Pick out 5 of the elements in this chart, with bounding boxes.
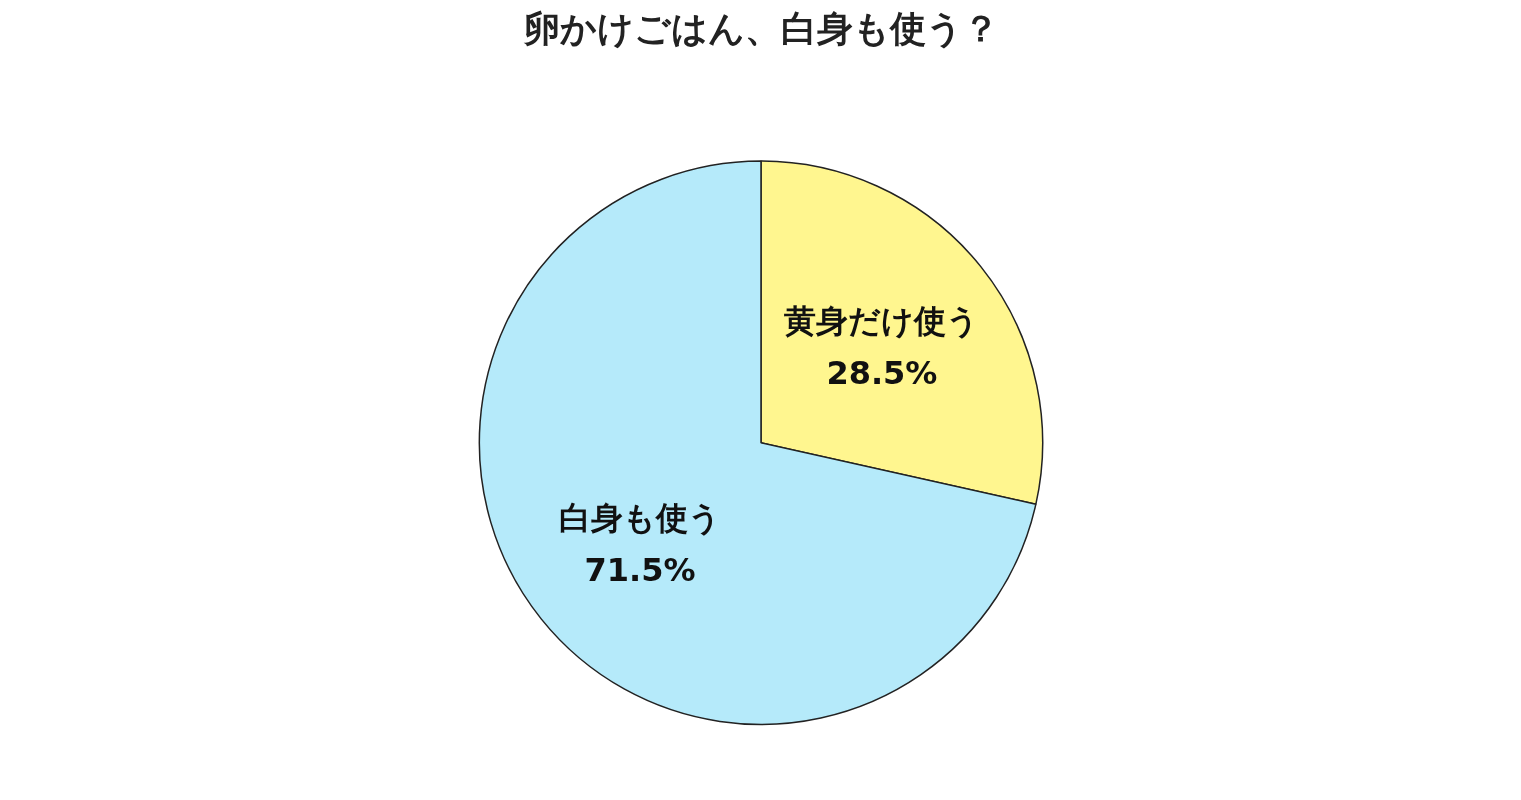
slice-label: 白身も使う: [559, 499, 722, 538]
data-label: 71.5%: [584, 550, 696, 589]
data-label: 28.5%: [826, 353, 938, 392]
chart-title: 卵かけごはん、白身も使う？: [522, 7, 999, 49]
slice-label: 黄身だけ使う: [784, 302, 980, 341]
